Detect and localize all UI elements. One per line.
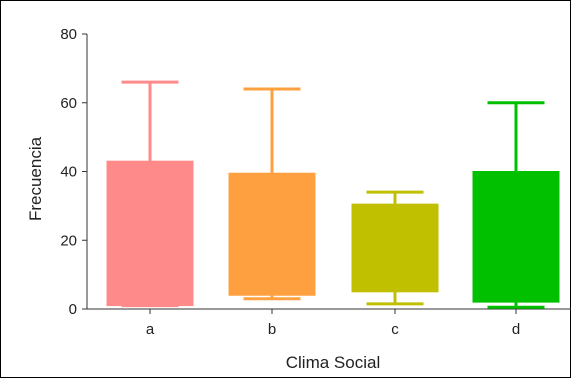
y-tick-label: 0 xyxy=(69,301,77,318)
box-b xyxy=(228,172,316,296)
x-axis-title: Clima Social xyxy=(286,353,380,372)
x-tick-label: b xyxy=(268,321,276,338)
x-tick-label: a xyxy=(146,321,155,338)
box-d xyxy=(472,171,560,303)
y-tick-label: 60 xyxy=(60,95,77,112)
y-tick-label: 80 xyxy=(60,26,77,43)
y-tick-label: 20 xyxy=(60,232,77,249)
y-tick-label: 40 xyxy=(60,164,77,181)
box-c xyxy=(351,203,439,293)
x-tick-label: c xyxy=(391,321,399,338)
x-tick-label: d xyxy=(512,321,520,338)
box-a xyxy=(106,160,194,307)
y-axis-title: Frecuencia xyxy=(26,136,45,221)
